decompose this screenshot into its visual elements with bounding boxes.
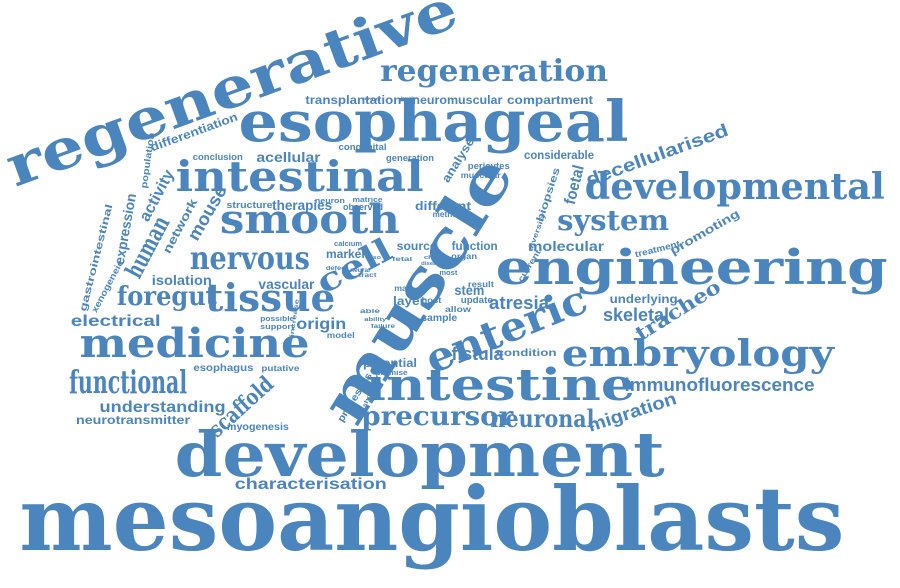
word: intestine: [364, 360, 635, 411]
word: foregut: [116, 282, 217, 312]
word: mab: [393, 284, 412, 293]
word: immunofluorescence: [624, 375, 815, 395]
word: disease: [420, 260, 443, 267]
word: nervous: [189, 239, 310, 277]
word: skeletal: [603, 305, 669, 325]
word: observed: [343, 201, 383, 212]
word: potential: [363, 356, 417, 370]
word: condition: [496, 348, 556, 359]
word: myogenesis: [227, 422, 289, 433]
word: body: [401, 95, 417, 100]
word: congenital: [338, 141, 387, 152]
word: neural: [349, 268, 370, 274]
word: conclusion: [192, 151, 243, 162]
word: electrical: [70, 313, 161, 330]
word: characterisation: [234, 476, 387, 493]
word: allow: [444, 305, 471, 314]
word: stem: [454, 282, 484, 298]
word: precursor: [361, 402, 513, 432]
word: defect: [325, 266, 348, 272]
word: function: [451, 239, 498, 253]
word: neuronal: [490, 404, 594, 433]
word: matrice: [352, 196, 382, 204]
word: esophageal: [238, 89, 629, 155]
word: functional: [69, 363, 187, 401]
word: considerable: [524, 148, 594, 162]
word: tissue: [205, 275, 335, 320]
word: neurotransmitter: [76, 413, 190, 427]
word: update: [460, 294, 493, 305]
word: model: [327, 331, 355, 340]
word: able: [359, 309, 380, 315]
word: failure: [370, 324, 395, 330]
word: source: [396, 239, 437, 253]
word: underlying: [610, 292, 678, 306]
word: development: [174, 418, 665, 491]
word: layer: [393, 294, 425, 308]
word: possible: [260, 315, 294, 323]
word: generation: [385, 152, 434, 163]
word: smooth: [219, 196, 400, 243]
word: child: [423, 254, 442, 261]
word: atresia: [488, 293, 549, 313]
word: esophagus: [192, 363, 253, 374]
word: compartment: [506, 93, 593, 107]
word: living: [362, 96, 379, 101]
word: organ: [450, 252, 477, 261]
word: marker: [326, 247, 366, 261]
word: understanding: [99, 399, 226, 416]
word: system: [556, 204, 669, 237]
word: molecular: [527, 238, 604, 254]
word: embryology: [562, 333, 834, 375]
word: isolation: [152, 272, 212, 288]
word: medicine: [80, 320, 311, 367]
word: structure: [226, 199, 273, 210]
word: tract: [358, 273, 377, 279]
word: method: [431, 210, 462, 219]
word: different: [415, 199, 471, 213]
word: ability: [363, 316, 386, 323]
word: host: [420, 296, 441, 305]
word: calcium: [333, 240, 362, 248]
word: support: [260, 323, 294, 331]
word: neuron: [314, 197, 345, 205]
word: regeneration: [380, 54, 608, 89]
word: origin: [296, 316, 346, 333]
word: fetal: [392, 257, 412, 263]
word: most: [438, 269, 457, 277]
word: engineering: [495, 240, 888, 296]
word: putative: [260, 364, 299, 373]
word: also: [366, 254, 381, 261]
word: promise: [375, 369, 408, 377]
word: neuromuscular: [411, 93, 502, 107]
word: result: [467, 280, 494, 289]
word: pericytes: [468, 160, 510, 171]
word: sample: [421, 313, 457, 324]
word: therapies: [272, 197, 332, 213]
word: mesoangioblasts: [19, 467, 845, 571]
word: transplantation: [304, 93, 401, 107]
word: vascular: [257, 276, 314, 292]
word: fistula: [451, 344, 504, 364]
word: muscular: [460, 171, 501, 180]
word: intestinal: [175, 152, 424, 201]
word: developmental: [585, 166, 885, 208]
word: acellular: [255, 149, 320, 165]
